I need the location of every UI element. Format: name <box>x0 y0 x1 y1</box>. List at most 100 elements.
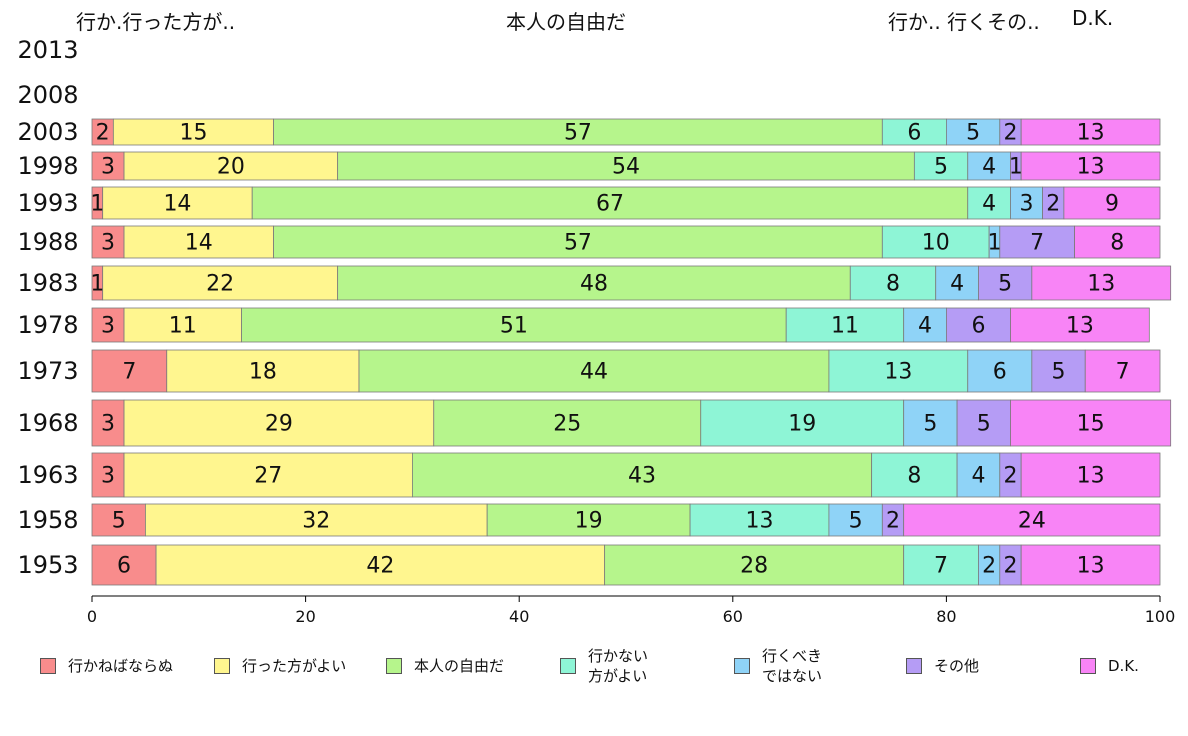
bar-value-label: 11 <box>169 314 197 339</box>
legend-label: 行かない 方がよい <box>588 647 649 685</box>
bar-segment <box>903 399 958 447</box>
category-label: 1958 <box>17 506 78 534</box>
category-label: 1968 <box>17 409 78 437</box>
header-center: 本人の自由だ <box>506 10 626 34</box>
bar-value-label: 20 <box>217 155 245 180</box>
bar-segment <box>166 349 360 393</box>
bar-value-label: 51 <box>500 314 528 339</box>
bar-segment <box>903 307 947 343</box>
bar-value-label: 2 <box>982 554 996 579</box>
bar-segment <box>1010 399 1172 447</box>
x-tick-label: 100 <box>1145 607 1176 626</box>
legend-swatch <box>214 658 230 674</box>
bar-value-label: 3 <box>1020 192 1034 217</box>
bar-segment <box>1020 452 1161 498</box>
legend-label: D.K. <box>1108 657 1139 675</box>
x-tick-label: 40 <box>509 607 529 626</box>
bar-segment <box>1031 349 1086 393</box>
bar-value-label: 42 <box>366 554 394 579</box>
bar-value-label: 4 <box>971 464 985 489</box>
bar-value-label: 1 <box>987 231 1001 256</box>
bar-segment <box>881 118 947 146</box>
bar-value-label: 3 <box>101 314 115 339</box>
bar-value-label: 57 <box>564 231 592 256</box>
bar-segment <box>967 186 1011 220</box>
legend-label: 行くべき ではない <box>762 647 823 685</box>
bar-value-label: 13 <box>1077 554 1105 579</box>
bar-segment <box>91 503 146 537</box>
bar-value-label: 9 <box>1105 192 1119 217</box>
bar-value-label: 7 <box>122 360 136 385</box>
bar-segment <box>91 307 125 343</box>
bar-value-label: 6 <box>907 121 921 146</box>
bar-segment <box>273 118 883 146</box>
bar-value-label: 13 <box>1066 314 1094 339</box>
bar-segment <box>273 225 883 259</box>
bar-value-label: 2 <box>1003 121 1017 146</box>
bar-segment <box>1084 349 1161 393</box>
bar-value-label: 14 <box>185 231 213 256</box>
bar-segment <box>91 225 125 259</box>
bar-value-label: 44 <box>580 360 608 385</box>
bar-segment <box>241 307 787 343</box>
bar-segment <box>1010 186 1043 220</box>
bar-value-label: 13 <box>1077 155 1105 180</box>
bar-segment <box>411 452 873 498</box>
bar-segment <box>251 186 969 220</box>
bar-segment <box>123 151 339 181</box>
legend-label: 本人の自由だ <box>414 657 505 675</box>
bar-value-label: 8 <box>1110 231 1124 256</box>
x-tick-label: 80 <box>936 607 956 626</box>
bar-segment <box>112 118 274 146</box>
bar-segment <box>785 307 905 343</box>
bar-segment <box>91 399 125 447</box>
legend-label: 行った方がよい <box>242 657 347 675</box>
bar-segment <box>123 452 413 498</box>
bar-segment <box>91 544 157 586</box>
bar-segment <box>102 186 253 220</box>
bar-value-label: 13 <box>746 509 774 534</box>
bar-value-label: 27 <box>254 464 282 489</box>
bar-value-label: 3 <box>101 155 115 180</box>
legend-swatch <box>560 658 576 674</box>
bar-value-label: 19 <box>788 412 816 437</box>
bar-value-label: 43 <box>628 464 656 489</box>
bar-value-label: 54 <box>612 155 640 180</box>
bar-value-label: 13 <box>1087 272 1115 297</box>
legend-swatch <box>386 658 402 674</box>
bar-segment <box>967 349 1033 393</box>
bar-segment <box>881 225 990 259</box>
category-label: 1993 <box>17 189 78 217</box>
bar-segment <box>604 544 905 586</box>
bar-value-label: 2 <box>1003 464 1017 489</box>
header-dk: D.K. <box>1072 6 1114 30</box>
bar-value-label: 2 <box>1046 192 1060 217</box>
bar-segment <box>1020 151 1161 181</box>
legend-item: 行った方がよい <box>214 656 346 676</box>
bar-value-label: 1 <box>90 272 104 297</box>
bar-value-label: 29 <box>265 412 293 437</box>
bar-value-label: 13 <box>1077 121 1105 146</box>
legend-item: 本人の自由だ <box>386 656 504 676</box>
bar-segment <box>828 503 883 537</box>
bar-segment <box>123 225 274 259</box>
bar-segment <box>1010 307 1150 343</box>
bar-segment <box>123 307 242 343</box>
category-label: 1953 <box>17 551 78 579</box>
bar-segment <box>433 399 702 447</box>
bar-segment <box>486 503 691 537</box>
bar-value-label: 4 <box>982 155 996 180</box>
bar-value-label: 2 <box>886 509 900 534</box>
bar-value-label: 7 <box>934 554 948 579</box>
bar-segment <box>967 151 1011 181</box>
bar-segment <box>91 151 125 181</box>
bar-segment <box>358 349 830 393</box>
bar-value-label: 11 <box>831 314 859 339</box>
bar-value-label: 5 <box>934 155 948 180</box>
legend-label: その他 <box>934 657 980 675</box>
bar-segment <box>935 265 979 301</box>
category-label: 2003 <box>17 118 78 146</box>
bar-value-label: 1 <box>1009 155 1023 180</box>
legend-item: その他 <box>906 656 979 676</box>
bar-value-label: 13 <box>884 360 912 385</box>
